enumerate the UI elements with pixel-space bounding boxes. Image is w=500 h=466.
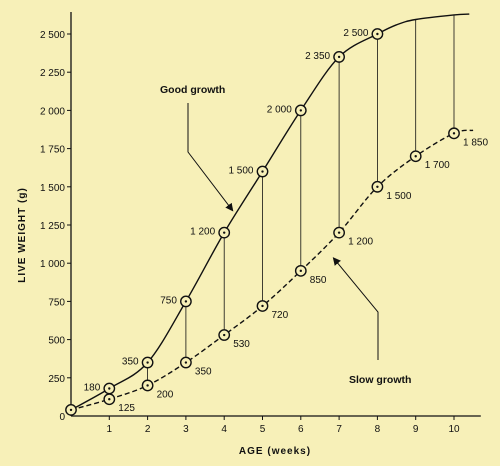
y-tick-label: 2 250	[40, 68, 65, 79]
good-growth-value-label: 350	[122, 357, 139, 368]
good-growth-value-label: 180	[84, 382, 101, 393]
axes: 0 250 500 750 1 000 1 250 1 500 1 750 2 000 2 250…	[40, 12, 481, 435]
good-growth-point	[65, 403, 77, 416]
slow-growth-value-label: 850	[310, 275, 327, 286]
good-growth-point	[179, 295, 192, 308]
good-growth-point	[141, 356, 154, 369]
slow-growth-point	[218, 329, 231, 341]
growth-curves	[70, 13, 474, 411]
y-tick-label: 1 500	[40, 183, 65, 194]
slow-growth-line	[70, 129, 474, 411]
slow-growth-value-label: 1 200	[348, 237, 373, 248]
good-growth-point	[371, 28, 384, 40]
y-tick-label: 1 250	[40, 221, 65, 232]
slow-growth-point	[179, 356, 192, 369]
slow-growth-value-label: 720	[272, 310, 289, 321]
good-growth-point	[218, 226, 231, 239]
slow-growth-point	[333, 226, 345, 239]
slow-growth-point	[294, 264, 307, 277]
good-growth-point	[256, 165, 269, 178]
good-growth-annotation: Good growth	[160, 84, 225, 96]
y-tick-label: 2 000	[40, 106, 65, 117]
slow-growth-point	[141, 379, 154, 392]
x-tick-label: 7	[336, 424, 342, 435]
x-tick-label: 5	[260, 424, 266, 435]
y-tick-label: 1 750	[40, 145, 65, 156]
slow-growth-point	[256, 300, 269, 312]
slow-growth-value-label: 1 850	[463, 137, 488, 148]
good-growth-arrow	[187, 103, 234, 212]
good-growth-value-label: 750	[160, 295, 177, 306]
data-markers	[65, 28, 460, 416]
x-tick-label: 8	[375, 424, 381, 435]
x-tick-label: 9	[413, 424, 419, 435]
slow-growth-value-label: 125	[118, 403, 135, 414]
slow-growth-point	[448, 127, 460, 140]
good-growth-value-label: 2 500	[343, 28, 368, 39]
y-tick-label: 250	[48, 374, 65, 385]
y-tick-label: 2 500	[40, 30, 65, 41]
annotations: Good growth Slow growth	[160, 84, 411, 386]
slow-growth-value-label: 1 700	[425, 160, 450, 171]
y-axis-title: LIVE WEIGHT (g)	[17, 187, 28, 283]
good-growth-value-label: 1 200	[190, 227, 215, 238]
good-growth-value-label: 2 350	[305, 51, 330, 62]
slow-growth-arrow	[332, 257, 379, 360]
x-tick-label: 3	[183, 424, 189, 435]
y-tick-label: 1 000	[40, 259, 65, 270]
slow-growth-point	[371, 180, 384, 193]
slow-growth-point	[103, 393, 116, 406]
slow-growth-annotation: Slow growth	[349, 374, 411, 386]
data-labels: 180 350 750 1 200 1 500 2 000 2 350 2 500 125 200…	[84, 28, 489, 414]
good-growth-value-label: 1 500	[228, 166, 253, 177]
y-tick-label: 0	[59, 412, 65, 423]
x-tick-label: 1	[107, 424, 113, 435]
slow-growth-value-label: 200	[157, 389, 174, 400]
x-axis-title: AGE (weeks)	[239, 446, 311, 457]
slow-growth-point	[409, 150, 422, 163]
y-tick-label: 750	[48, 297, 65, 308]
x-tick-label: 4	[221, 424, 227, 435]
good-growth-line	[70, 13, 470, 411]
good-growth-point	[103, 382, 116, 395]
slow-growth-value-label: 530	[233, 339, 250, 350]
good-growth-value-label: 2 000	[267, 104, 292, 115]
y-tick-label: 500	[48, 336, 65, 347]
x-tick-label: 10	[448, 424, 460, 435]
x-tick-label: 2	[145, 424, 151, 435]
slow-growth-value-label: 1 500	[386, 191, 411, 202]
x-tick-label: 6	[298, 424, 304, 435]
slow-growth-value-label: 350	[195, 367, 212, 378]
good-growth-point	[294, 104, 307, 117]
good-growth-point	[333, 51, 345, 63]
